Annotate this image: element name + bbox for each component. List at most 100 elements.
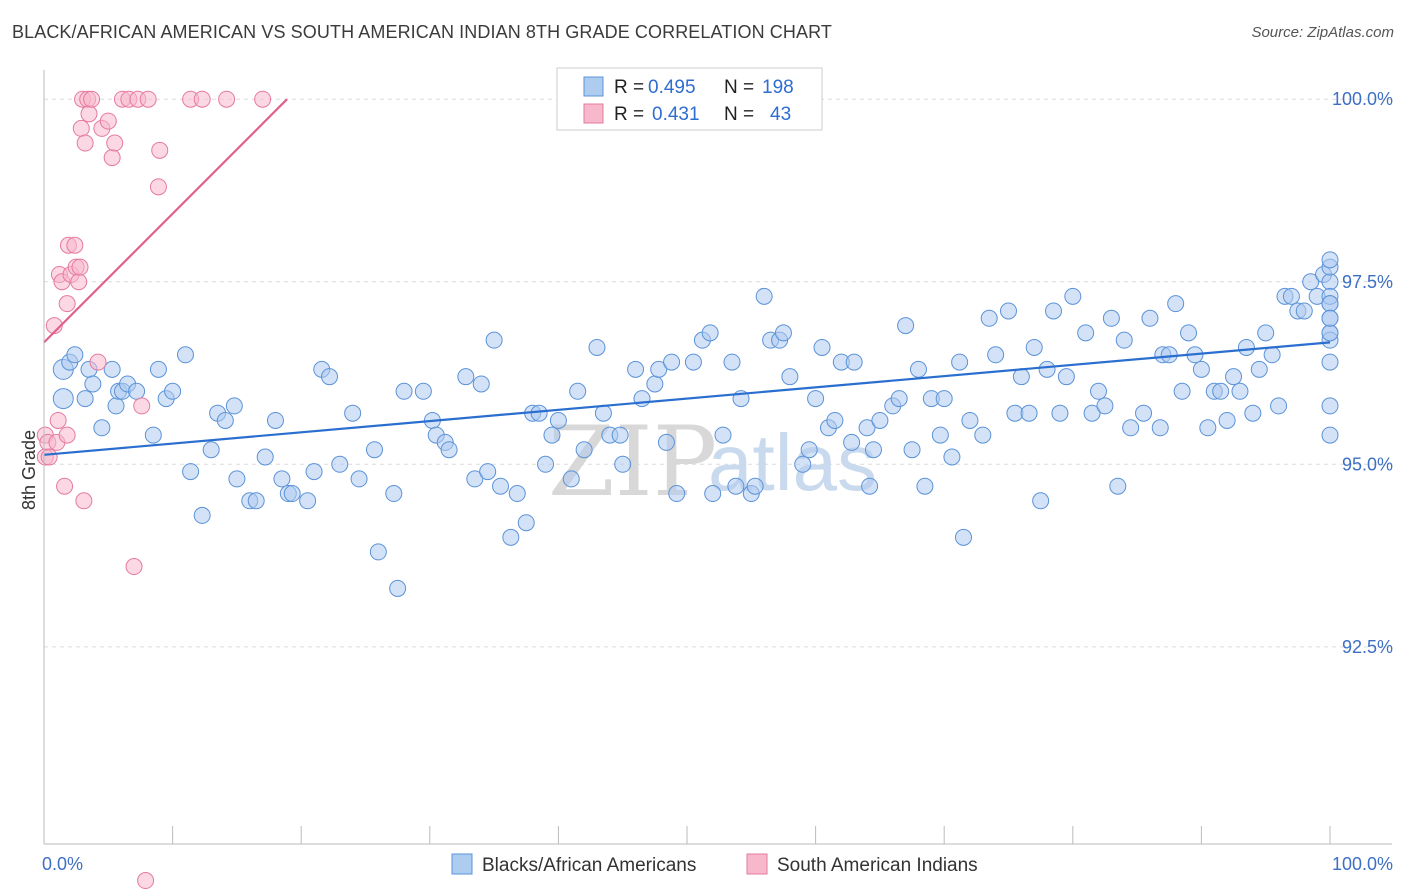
- point-blacks-african-americans: [1083, 404, 1101, 422]
- point-blacks-african-americans: [1250, 360, 1268, 378]
- point-blacks-african-americans: [93, 419, 111, 437]
- point-blacks-african-americans: [66, 346, 84, 364]
- point-blacks-african-americans: [663, 353, 681, 371]
- legend-r-label-1: R =: [614, 77, 644, 98]
- point-blacks-african-americans: [800, 441, 818, 459]
- point-blacks-african-americans: [943, 448, 961, 466]
- point-blacks-african-americans: [657, 433, 675, 451]
- point-blacks-african-americans: [871, 411, 889, 429]
- point-blacks-african-americans: [502, 528, 520, 546]
- point-blacks-african-americans: [774, 324, 792, 342]
- point-blacks-african-americans: [575, 441, 593, 459]
- point-south-american-indians: [70, 273, 88, 291]
- point-blacks-african-americans: [843, 433, 861, 451]
- point-blacks-african-americans: [144, 426, 162, 444]
- point-blacks-african-americans: [537, 455, 555, 473]
- point-blacks-african-americans: [457, 368, 475, 386]
- point-blacks-african-americans: [903, 441, 921, 459]
- point-south-american-indians: [80, 105, 98, 123]
- point-south-american-indians: [49, 411, 67, 429]
- point-south-american-indians: [137, 872, 155, 890]
- point-blacks-african-americans: [1045, 302, 1063, 320]
- point-blacks-african-americans: [1090, 382, 1108, 400]
- point-blacks-african-americans: [668, 485, 686, 503]
- point-blacks-african-americans: [1237, 338, 1255, 356]
- point-blacks-african-americans: [1020, 404, 1038, 422]
- point-blacks-african-americans: [1270, 397, 1288, 415]
- point-south-american-indians: [56, 477, 74, 495]
- point-blacks-african-americans: [256, 448, 274, 466]
- y-tick-label: 97.5%: [1342, 272, 1393, 292]
- point-blacks-african-americans: [344, 404, 362, 422]
- point-blacks-african-americans: [225, 397, 243, 415]
- point-south-american-indians: [218, 90, 236, 108]
- trend-line-south-american-indians: [43, 98, 288, 344]
- point-blacks-african-americans: [283, 485, 301, 503]
- point-south-american-indians: [66, 236, 84, 254]
- point-blacks-african-americans: [897, 317, 915, 335]
- point-blacks-african-americans: [1006, 404, 1024, 422]
- point-south-american-indians: [58, 295, 76, 313]
- point-south-american-indians: [125, 558, 143, 576]
- point-blacks-african-americans: [987, 346, 1005, 364]
- point-blacks-african-americans: [1218, 411, 1236, 429]
- point-blacks-african-americans: [646, 375, 664, 393]
- series-legend: Blacks/African Americans South American …: [451, 853, 978, 876]
- point-blacks-african-americans: [320, 368, 338, 386]
- point-blacks-african-americans: [1302, 273, 1320, 291]
- point-blacks-african-americans: [107, 397, 125, 415]
- point-blacks-african-americans: [466, 470, 484, 488]
- point-blacks-african-americans: [1282, 287, 1300, 305]
- point-blacks-african-americans: [369, 543, 387, 561]
- x-axis-min-label: 0.0%: [42, 854, 83, 874]
- point-blacks-african-americans: [864, 441, 882, 459]
- point-blacks-african-americans: [266, 411, 284, 429]
- point-blacks-african-americans: [701, 324, 719, 342]
- point-blacks-african-americans: [128, 382, 146, 400]
- point-blacks-african-americans: [305, 463, 323, 481]
- point-blacks-african-americans: [1141, 309, 1159, 327]
- point-south-american-indians: [254, 90, 272, 108]
- point-blacks-african-americans: [1012, 368, 1030, 386]
- point-blacks-african-americans: [247, 492, 265, 510]
- point-blacks-african-americans: [193, 506, 211, 524]
- point-blacks-african-americans: [1096, 397, 1114, 415]
- point-blacks-african-americans: [1102, 309, 1120, 327]
- point-blacks-african-americans: [366, 441, 384, 459]
- point-blacks-african-americans: [1115, 331, 1133, 349]
- point-blacks-african-americans: [331, 455, 349, 473]
- point-blacks-african-americans: [299, 492, 317, 510]
- point-blacks-african-americans: [549, 411, 567, 429]
- point-blacks-african-americans: [84, 375, 102, 393]
- legend-n-label-2: N =: [724, 104, 754, 125]
- point-blacks-african-americans: [746, 477, 764, 495]
- point-south-american-indians: [75, 492, 93, 510]
- point-blacks-african-americans: [52, 388, 74, 410]
- point-blacks-african-americans: [954, 528, 972, 546]
- point-blacks-african-americans: [164, 382, 182, 400]
- point-blacks-african-americans: [1321, 353, 1339, 371]
- point-blacks-african-americans: [1225, 368, 1243, 386]
- point-blacks-african-americans: [492, 477, 510, 495]
- point-blacks-african-americans: [1192, 360, 1210, 378]
- point-blacks-african-americans: [861, 477, 879, 495]
- point-blacks-african-americans: [858, 419, 876, 437]
- series-south-american-indians: [36, 90, 272, 890]
- point-blacks-african-americans: [1321, 273, 1339, 291]
- point-south-american-indians: [58, 426, 76, 444]
- y-tick-label: 100.0%: [1332, 89, 1393, 109]
- point-blacks-african-americans: [1180, 324, 1198, 342]
- point-blacks-african-americans: [1295, 302, 1313, 320]
- point-blacks-african-americans: [594, 404, 612, 422]
- point-south-american-indians: [193, 90, 211, 108]
- point-blacks-african-americans: [755, 287, 773, 305]
- point-south-american-indians: [106, 134, 124, 152]
- point-blacks-african-americans: [389, 579, 407, 597]
- bottom-legend-label-blue: Blacks/African Americans: [482, 855, 696, 876]
- point-south-american-indians: [149, 178, 167, 196]
- point-blacks-african-americans: [508, 485, 526, 503]
- point-blacks-african-americans: [813, 338, 831, 356]
- bottom-legend-swatch-blue: [451, 853, 473, 875]
- point-blacks-african-americans: [1321, 251, 1339, 269]
